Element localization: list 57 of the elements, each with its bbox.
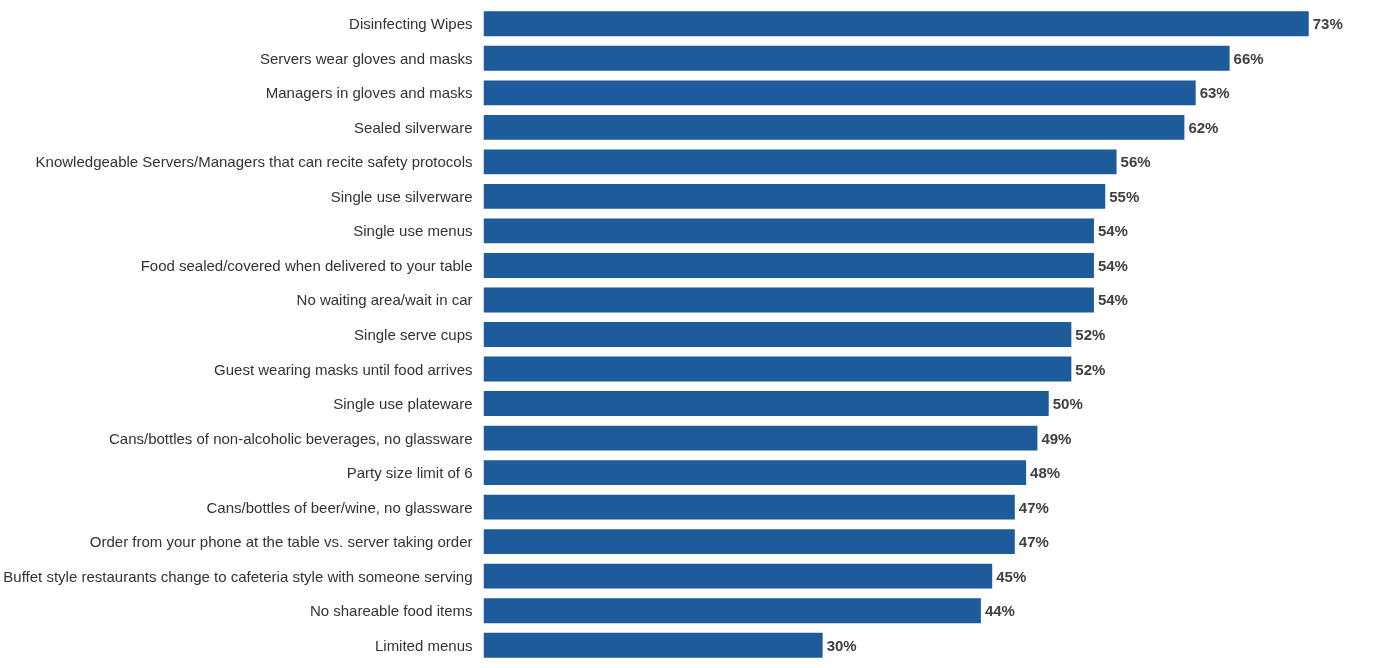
y-tick-label: Knowledgeable Servers/Managers that can recite safety protocols — [35, 153, 473, 171]
data-label: 62% — [1188, 118, 1219, 136]
bar — [483, 45, 1230, 71]
data-label: 52% — [1075, 360, 1106, 378]
data-label: 45% — [996, 567, 1027, 585]
bar — [483, 253, 1094, 278]
bar — [483, 425, 1038, 451]
bar — [483, 632, 823, 658]
data-label: 30% — [826, 636, 857, 654]
y-tick-label: Limited menus — [374, 636, 473, 654]
y-tick-label: Party size limit of 6 — [346, 464, 473, 482]
y-tick-label: Order from your phone at the table vs. server taking order — [89, 533, 473, 551]
y-tick-label: Single use silverware — [330, 187, 473, 205]
y-tick-label: Single use plateware — [333, 395, 473, 413]
bar — [483, 356, 1072, 382]
y-tick-label: Managers in gloves and masks — [265, 84, 473, 102]
y-tick-label: Single serve cups — [354, 326, 473, 343]
y-tick-label: No waiting area/wait in car — [296, 291, 473, 309]
y-tick-label: Cans/bottles of non-alcoholic beverages, no glassware — [108, 429, 473, 447]
data-label: 66% — [1233, 49, 1264, 67]
data-label: 73% — [1312, 15, 1343, 33]
data-label: 63% — [1199, 84, 1230, 102]
data-label: 56% — [1120, 153, 1151, 171]
bar — [483, 391, 1049, 416]
data-label: 47% — [1018, 533, 1049, 551]
y-tick-label: Cans/bottles of beer/wine, no glassware — [206, 498, 473, 516]
bar — [483, 11, 1309, 37]
y-tick-label: Servers wear gloves and masks — [259, 49, 473, 67]
y-tick-label: Single use menus — [353, 222, 473, 240]
bar — [483, 287, 1094, 313]
bar — [483, 322, 1072, 347]
bar — [483, 183, 1106, 209]
bar — [483, 529, 1015, 555]
bar — [483, 563, 993, 589]
data-label: 48% — [1030, 464, 1061, 482]
data-label: 54% — [1097, 291, 1128, 309]
y-tick-label: No shareable food items — [309, 602, 473, 620]
y-tick-label: Buffet style restaurants change to cafeteria style with someone serving — [3, 567, 473, 585]
y-tick-label: Food sealed/covered when delivered to your table — [140, 256, 473, 274]
y-tick-label: Guest wearing masks until food arrives — [214, 360, 473, 378]
data-label: 54% — [1097, 256, 1128, 274]
bar — [483, 149, 1117, 175]
data-label: 47% — [1018, 498, 1049, 516]
y-tick-label: Sealed silverware — [354, 118, 473, 136]
data-label: 54% — [1097, 222, 1128, 240]
bar — [483, 80, 1196, 106]
data-label: 49% — [1041, 429, 1072, 447]
bar — [483, 218, 1094, 244]
bar — [483, 494, 1015, 520]
bar — [483, 460, 1027, 486]
data-label: 55% — [1109, 187, 1140, 205]
bar — [483, 598, 981, 624]
data-label: 50% — [1052, 395, 1083, 413]
data-label: 44% — [984, 602, 1015, 620]
y-tick-label: Disinfecting Wipes — [349, 15, 473, 33]
bar — [483, 114, 1185, 140]
data-label: 52% — [1075, 326, 1106, 343]
